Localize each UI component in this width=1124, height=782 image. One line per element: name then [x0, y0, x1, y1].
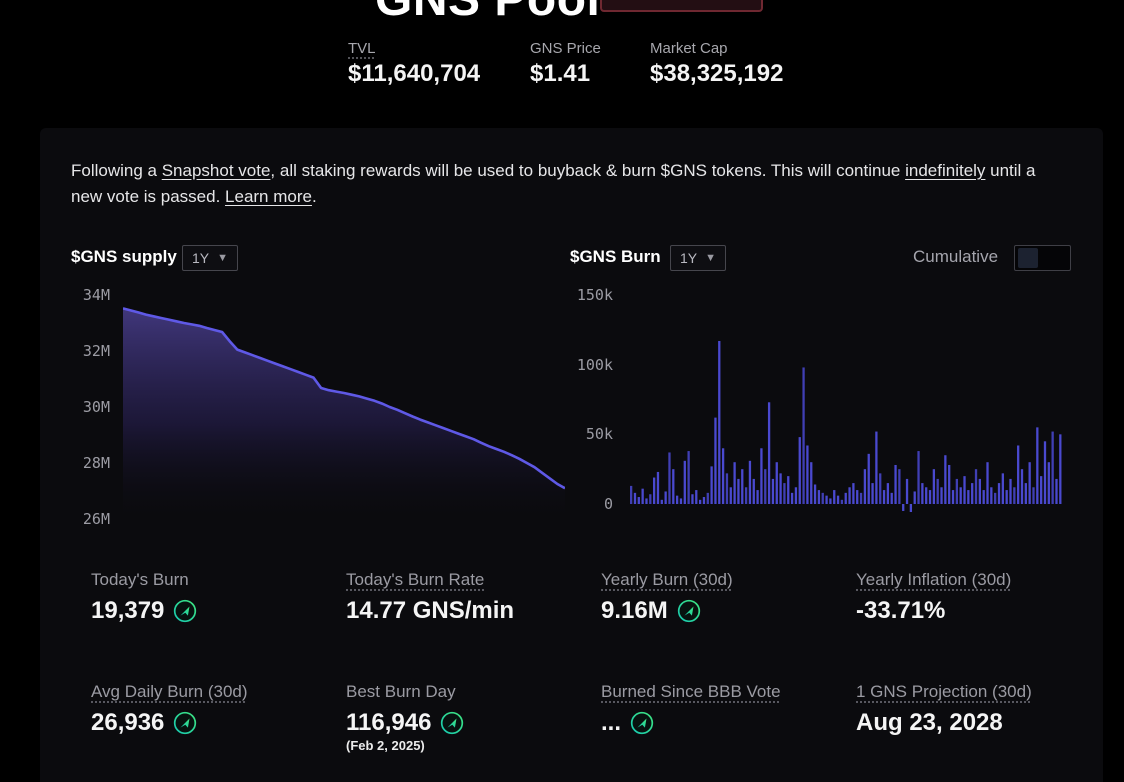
gns-token-icon	[630, 711, 654, 735]
buyback-notice: Following a Snapshot vote, all staking r…	[71, 158, 1049, 210]
stat-value: 9.16M	[601, 597, 668, 624]
stat-label[interactable]: 1 GNS Projection (30d)	[856, 682, 1032, 701]
supply-range-value: 1Y	[192, 250, 210, 266]
notice-text: , all staking rewards will be used to bu…	[270, 161, 906, 180]
stat-label[interactable]: Yearly Burn (30d)	[601, 570, 733, 589]
stat-value: 14.77 GNS/min	[346, 597, 515, 624]
chevron-down-icon: ▼	[217, 251, 229, 264]
header-stat-gns-price: GNS Price $1.41	[530, 40, 601, 88]
indefinitely-link[interactable]: indefinitely	[905, 161, 986, 180]
stat-yearly-burn: Yearly Burn (30d) 9.16M	[601, 570, 856, 625]
supply-y-axis: 34M 32M 30M 28M 26M	[60, 286, 110, 528]
stat-value: 19,379	[91, 597, 165, 624]
axis-tick-label: 28M	[82, 454, 110, 472]
market-cap-value: $38,325,192	[650, 60, 784, 87]
gns-token-icon	[173, 711, 197, 735]
axis-tick-label: 50k	[585, 425, 613, 444]
burn-range-dropdown[interactable]: 1Y ▼	[670, 245, 727, 271]
stat-value: Aug 23, 2028	[856, 709, 1003, 736]
stat-subtext: (Feb 2, 2025)	[346, 738, 425, 753]
gns-price-value: $1.41	[530, 60, 591, 87]
header-stat-market-cap: Market Cap $38,325,192	[650, 40, 783, 88]
burn-y-axis: 150k 100k 50k 0	[563, 286, 613, 513]
stat-todays-burn: Today's Burn 19,379	[91, 570, 346, 625]
stat-value: -33.71%	[856, 597, 946, 624]
stat-todays-burn-rate: Today's Burn Rate 14.77 GNS/min	[346, 570, 601, 625]
header-stat-tvl: TVL $11,640,704	[348, 40, 480, 88]
axis-tick-label: 34M	[82, 286, 110, 304]
notice-text: .	[311, 187, 317, 206]
axis-tick-label: 0	[603, 495, 613, 513]
stat-label[interactable]: Avg Daily Burn (30d)	[91, 682, 248, 701]
chevron-down-icon: ▼	[705, 251, 717, 264]
burn-range-value: 1Y	[680, 250, 698, 266]
header-action-button[interactable]	[600, 0, 763, 12]
gns-token-icon	[173, 599, 197, 623]
stats-row-1: Today's Burn 19,379 Today's Burn Rate 14…	[91, 570, 1103, 625]
stat-label: Today's Burn	[91, 570, 189, 589]
stat-value: 26,936	[91, 709, 165, 736]
learn-more-link[interactable]: Learn more	[225, 187, 312, 206]
toggle-knob	[1018, 248, 1038, 268]
stat-1gns-projection: 1 GNS Projection (30d) Aug 23, 2028	[856, 682, 1103, 753]
cumulative-toggle[interactable]	[1014, 245, 1071, 271]
stat-yearly-inflation: Yearly Inflation (30d) -33.71%	[856, 570, 1103, 625]
stat-avg-daily-burn: Avg Daily Burn (30d) 26,936	[91, 682, 346, 753]
snapshot-vote-link[interactable]: Snapshot vote	[161, 161, 271, 180]
stat-burned-since-bbb-vote: Burned Since BBB Vote ...	[601, 682, 856, 753]
market-cap-label: Market Cap	[650, 40, 728, 57]
stat-best-burn-day: Best Burn Day 116,946 (Feb 2, 2025)	[346, 682, 601, 753]
notice-text: until a new vote is passed.	[71, 161, 1036, 206]
stat-label[interactable]: Yearly Inflation (30d)	[856, 570, 1012, 589]
gns-token-icon	[440, 711, 464, 735]
burn-dashboard-card: Following a Snapshot vote, all staking r…	[40, 128, 1103, 782]
stat-label[interactable]: Today's Burn Rate	[346, 570, 485, 589]
tvl-label[interactable]: TVL	[348, 40, 376, 57]
burn-bar-chart[interactable]	[630, 295, 1063, 512]
gns-token-icon	[677, 599, 701, 623]
axis-tick-label: 150k	[576, 286, 613, 304]
burn-chart-title: $GNS Burn	[570, 247, 661, 266]
axis-tick-label: 30M	[82, 398, 110, 416]
stat-label[interactable]: Burned Since BBB Vote	[601, 682, 781, 701]
stat-value: ...	[601, 709, 622, 736]
supply-range-dropdown[interactable]: 1Y ▼	[182, 245, 239, 271]
cumulative-label: Cumulative	[913, 247, 999, 266]
supply-area-chart[interactable]	[123, 295, 565, 519]
stat-label: Best Burn Day	[346, 682, 456, 701]
axis-tick-label: 26M	[82, 510, 110, 528]
stats-row-2: Avg Daily Burn (30d) 26,936 Best Burn Da…	[91, 682, 1103, 753]
tvl-value: $11,640,704	[348, 60, 481, 87]
gns-price-label: GNS Price	[530, 40, 601, 57]
notice-text: Following a	[71, 161, 162, 180]
stat-value: 116,946	[346, 709, 432, 736]
axis-tick-label: 32M	[82, 342, 110, 360]
page-title: GNS Pool	[375, 0, 600, 27]
axis-tick-label: 100k	[576, 355, 613, 374]
supply-chart-title: $GNS supply	[71, 247, 177, 266]
